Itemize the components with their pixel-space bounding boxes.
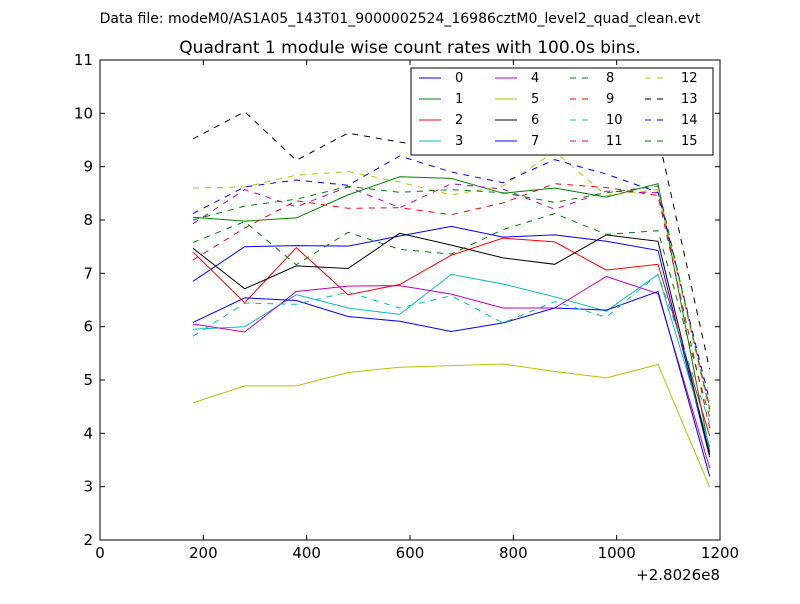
- y-tick-label: 5: [83, 371, 93, 389]
- legend-label-13: 13: [681, 92, 698, 107]
- legend-label-10: 10: [606, 113, 623, 128]
- x-tick-label: 600: [396, 544, 425, 562]
- legend-label-6: 6: [531, 113, 539, 128]
- series-line-15: [192, 185, 711, 410]
- legend-label-9: 9: [606, 92, 614, 107]
- series-line-0: [192, 225, 711, 458]
- x-tick-label: 800: [499, 544, 528, 562]
- x-tick-label: 1200: [701, 544, 739, 562]
- series-line-3: [192, 273, 711, 447]
- legend-label-8: 8: [606, 71, 614, 86]
- x-tick-label: 0: [95, 544, 105, 562]
- x-offset-label: +2.8026e8: [636, 566, 720, 584]
- y-tick-label: 4: [83, 424, 93, 442]
- legend-label-2: 2: [455, 113, 463, 128]
- legend-label-3: 3: [455, 134, 463, 149]
- series-line-9: [192, 183, 711, 429]
- legend-label-12: 12: [681, 71, 698, 86]
- y-tick-label: 9: [83, 158, 93, 176]
- figure-suptitle: Data file: modeM0/AS1A05_143T01_90000025…: [100, 11, 701, 27]
- y-tick-label: 2: [83, 531, 93, 549]
- y-tick-label: 11: [74, 51, 93, 69]
- y-tick-label: 8: [83, 211, 93, 229]
- x-tick-label: 200: [189, 544, 218, 562]
- series-line-6: [192, 232, 711, 455]
- y-tick-label: 7: [83, 264, 93, 282]
- series-line-8: [192, 213, 711, 418]
- legend-label-5: 5: [531, 92, 539, 107]
- legend-label-0: 0: [455, 71, 463, 86]
- series-line-2: [192, 237, 711, 437]
- series-line-4: [192, 275, 711, 469]
- legend-label-4: 4: [531, 71, 539, 86]
- legend-frame: [410, 67, 714, 156]
- x-tick-label: 400: [292, 544, 321, 562]
- series-line-12: [192, 151, 711, 413]
- series-line-14: [192, 155, 711, 402]
- series-line-10: [192, 273, 711, 423]
- legend-label-7: 7: [531, 134, 539, 149]
- series-line-5: [192, 363, 711, 488]
- legend-label-1: 1: [455, 92, 463, 107]
- series-line-7: [192, 290, 711, 477]
- y-tick-label: 6: [83, 318, 93, 336]
- y-tick-label: 10: [74, 104, 93, 122]
- x-tick-label: 1000: [598, 544, 636, 562]
- chart-title: Quadrant 1 module wise count rates with …: [179, 38, 640, 58]
- legend-label-11: 11: [606, 134, 623, 149]
- y-tick-label: 3: [83, 478, 93, 496]
- series-line-11: [192, 183, 711, 407]
- series-line-1: [192, 176, 711, 453]
- legend-label-14: 14: [681, 113, 698, 128]
- legend-label-15: 15: [681, 134, 698, 149]
